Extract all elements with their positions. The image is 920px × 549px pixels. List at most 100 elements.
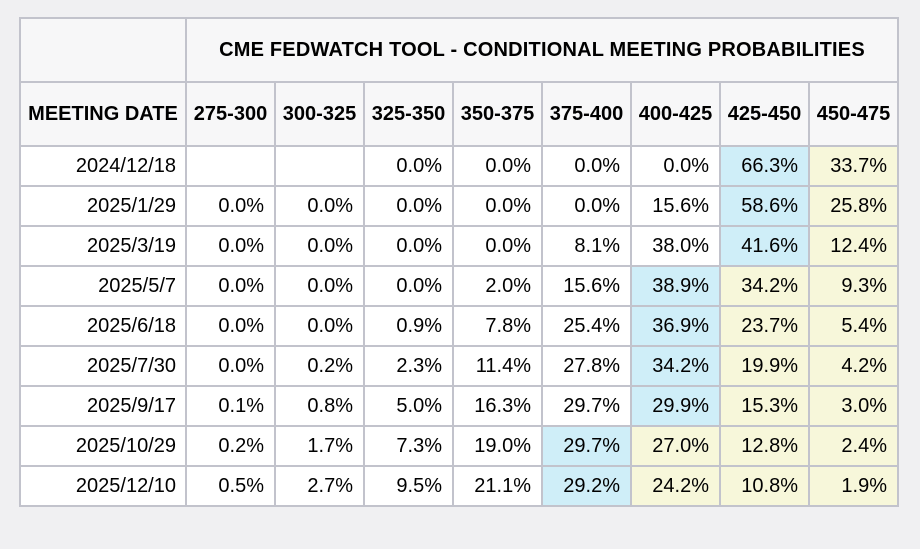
probability-cell: 21.1% [452, 465, 543, 507]
probability-cell: 7.8% [452, 305, 543, 347]
probability-cell: 0.0% [452, 145, 543, 187]
probability-cell: 27.0% [630, 425, 721, 467]
rate-range-header-450-475: 450-475 [808, 81, 899, 147]
probability-cell: 0.8% [274, 385, 365, 427]
probability-cell: 29.2% [541, 465, 632, 507]
probability-cell: 11.4% [452, 345, 543, 387]
probability-rows: 2024/12/18 0.0% 0.0% 0.0% 0.0% 66.3% 33.7% 2025… [19, 145, 899, 507]
probability-cell: 0.0% [185, 225, 276, 267]
rate-range-header-325-350: 325-350 [363, 81, 454, 147]
probability-cell [274, 145, 365, 187]
table-row: 2024/12/18 0.0% 0.0% 0.0% 0.0% 66.3% 33.7% [19, 145, 899, 187]
probability-cell: 4.2% [808, 345, 899, 387]
probability-cell: 0.0% [185, 265, 276, 307]
probability-cell: 15.6% [630, 185, 721, 227]
probability-cell: 0.0% [274, 305, 365, 347]
probability-cell: 5.0% [363, 385, 454, 427]
probability-cell: 7.3% [363, 425, 454, 467]
probability-cell: 2.7% [274, 465, 365, 507]
probability-cell: 0.5% [185, 465, 276, 507]
probability-cell: 0.2% [185, 425, 276, 467]
probability-cell: 9.5% [363, 465, 454, 507]
probability-cell: 0.1% [185, 385, 276, 427]
probability-cell: 38.0% [630, 225, 721, 267]
probability-cell: 2.4% [808, 425, 899, 467]
conditional-probabilities-table: CME FEDWATCH TOOL - CONDITIONAL MEETING … [19, 17, 899, 507]
probability-cell: 9.3% [808, 265, 899, 307]
probability-cell: 8.1% [541, 225, 632, 267]
probability-cell: 0.0% [274, 265, 365, 307]
probability-cell: 0.0% [541, 185, 632, 227]
table-row: 2025/9/17 0.1% 0.8% 5.0% 16.3% 29.7% 29.9% 15.3… [19, 385, 899, 427]
probability-cell: 0.0% [452, 225, 543, 267]
probability-cell: 15.3% [719, 385, 810, 427]
probability-cell: 0.0% [185, 185, 276, 227]
probability-cell: 0.0% [541, 145, 632, 187]
probability-cell: 0.0% [363, 145, 454, 187]
probability-cell: 24.2% [630, 465, 721, 507]
column-header-row: MEETING DATE 275-300 300-325 325-350 350… [19, 81, 899, 147]
meeting-date-cell: 2025/1/29 [19, 185, 187, 227]
probability-cell: 25.4% [541, 305, 632, 347]
probability-cell [185, 145, 276, 187]
probability-cell: 36.9% [630, 305, 721, 347]
table-row: 2025/7/30 0.0% 0.2% 2.3% 11.4% 27.8% 34.2% 19.9… [19, 345, 899, 387]
probability-cell: 0.0% [363, 185, 454, 227]
probability-cell: 29.7% [541, 425, 632, 467]
probability-cell: 19.9% [719, 345, 810, 387]
title-row: CME FEDWATCH TOOL - CONDITIONAL MEETING … [19, 17, 899, 83]
probability-cell: 25.8% [808, 185, 899, 227]
probability-cell: 0.0% [185, 345, 276, 387]
probability-cell: 0.0% [452, 185, 543, 227]
probability-cell: 5.4% [808, 305, 899, 347]
probability-cell: 10.8% [719, 465, 810, 507]
meeting-date-cell: 2025/9/17 [19, 385, 187, 427]
corner-cell [19, 17, 187, 83]
meeting-date-cell: 2024/12/18 [19, 145, 187, 187]
table-title: CME FEDWATCH TOOL - CONDITIONAL MEETING … [185, 17, 899, 83]
meeting-date-header: MEETING DATE [19, 81, 187, 147]
meeting-date-cell: 2025/5/7 [19, 265, 187, 307]
table-row: 2025/6/18 0.0% 0.0% 0.9% 7.8% 25.4% 36.9% 23.7%… [19, 305, 899, 347]
fedwatch-probabilities-page: CME FEDWATCH TOOL - CONDITIONAL MEETING … [0, 17, 920, 549]
rate-range-header-350-375: 350-375 [452, 81, 543, 147]
table-row: 2025/12/10 0.5% 2.7% 9.5% 21.1% 29.2% 24.2% 10.… [19, 465, 899, 507]
table-row: 2025/3/19 0.0% 0.0% 0.0% 0.0% 8.1% 38.0% 41.6% 1… [19, 225, 899, 267]
rate-range-header-425-450: 425-450 [719, 81, 810, 147]
probability-cell: 0.2% [274, 345, 365, 387]
probability-cell: 29.7% [541, 385, 632, 427]
rate-range-header-375-400: 375-400 [541, 81, 632, 147]
probability-cell: 12.4% [808, 225, 899, 267]
probability-cell: 23.7% [719, 305, 810, 347]
table-row: 2025/1/29 0.0% 0.0% 0.0% 0.0% 0.0% 15.6% 58.6% 2… [19, 185, 899, 227]
probability-cell: 2.0% [452, 265, 543, 307]
probability-cell: 0.0% [185, 305, 276, 347]
probability-cell: 33.7% [808, 145, 899, 187]
probability-cell: 66.3% [719, 145, 810, 187]
probability-cell: 41.6% [719, 225, 810, 267]
probability-cell: 1.9% [808, 465, 899, 507]
probability-cell: 0.9% [363, 305, 454, 347]
probability-cell: 3.0% [808, 385, 899, 427]
probability-cell: 19.0% [452, 425, 543, 467]
probability-cell: 12.8% [719, 425, 810, 467]
probability-cell: 2.3% [363, 345, 454, 387]
probability-cell: 29.9% [630, 385, 721, 427]
probability-cell: 0.0% [363, 225, 454, 267]
probability-cell: 34.2% [719, 265, 810, 307]
probability-cell: 16.3% [452, 385, 543, 427]
meeting-date-cell: 2025/7/30 [19, 345, 187, 387]
probability-cell: 0.0% [274, 225, 365, 267]
probability-cell: 15.6% [541, 265, 632, 307]
rate-range-header-275-300: 275-300 [185, 81, 276, 147]
probability-cell: 58.6% [719, 185, 810, 227]
meeting-date-cell: 2025/12/10 [19, 465, 187, 507]
probability-cell: 1.7% [274, 425, 365, 467]
probability-cell: 0.0% [630, 145, 721, 187]
table-row: 2025/5/7 0.0% 0.0% 0.0% 2.0% 15.6% 38.9% 34.2% 9… [19, 265, 899, 307]
probability-cell: 38.9% [630, 265, 721, 307]
probability-cell: 0.0% [363, 265, 454, 307]
meeting-date-cell: 2025/10/29 [19, 425, 187, 467]
meeting-date-cell: 2025/6/18 [19, 305, 187, 347]
table-row: 2025/10/29 0.2% 1.7% 7.3% 19.0% 29.7% 27.0% 12.… [19, 425, 899, 467]
